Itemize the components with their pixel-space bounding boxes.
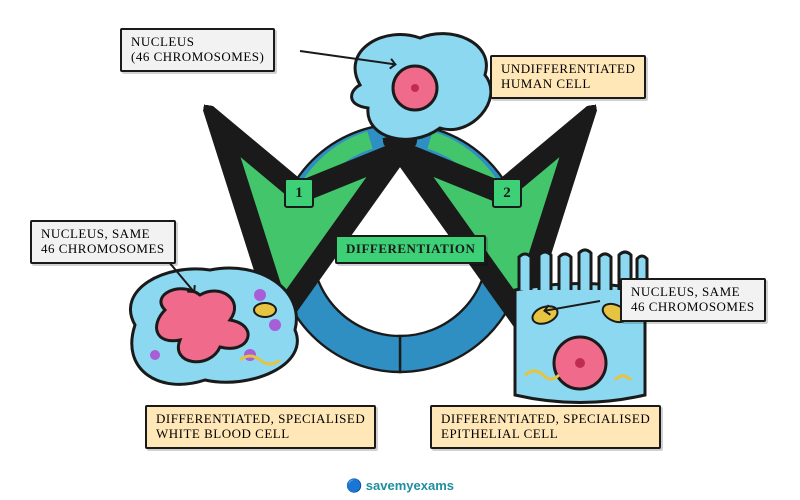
nucleus-right-label: NUCLEUS, SAME 46 CHROMOSOMES xyxy=(620,278,766,322)
diagram-canvas: { "colors": { "cell_fill": "#8bd8f0", "c… xyxy=(0,0,800,500)
undifferentiated-cell xyxy=(330,20,500,150)
wbc-caption: DIFFERENTIATED, SPECIALISED WHITE BLOOD … xyxy=(145,405,376,449)
mitochondrion-icon xyxy=(254,303,276,317)
nucleus-left-label: NUCLEUS, SAME 46 CHROMOSOMES xyxy=(30,220,176,264)
differentiation-label: DIFFERENTIATION xyxy=(335,235,486,264)
undifferentiated-label: UNDIFFERENTIATED HUMAN CELL xyxy=(490,55,646,99)
watermark-logo: 🔵 savemyexams xyxy=(0,478,800,494)
white-blood-cell xyxy=(110,255,310,395)
path-2-tag: 2 xyxy=(492,178,522,208)
nucleus-top-label: NUCLEUS (46 CHROMOSOMES) xyxy=(120,28,275,72)
epithelial-cell xyxy=(495,245,670,410)
path-1-tag: 1 xyxy=(284,178,314,208)
epithelial-caption: DIFFERENTIATED, SPECIALISED EPITHELIAL C… xyxy=(430,405,661,449)
